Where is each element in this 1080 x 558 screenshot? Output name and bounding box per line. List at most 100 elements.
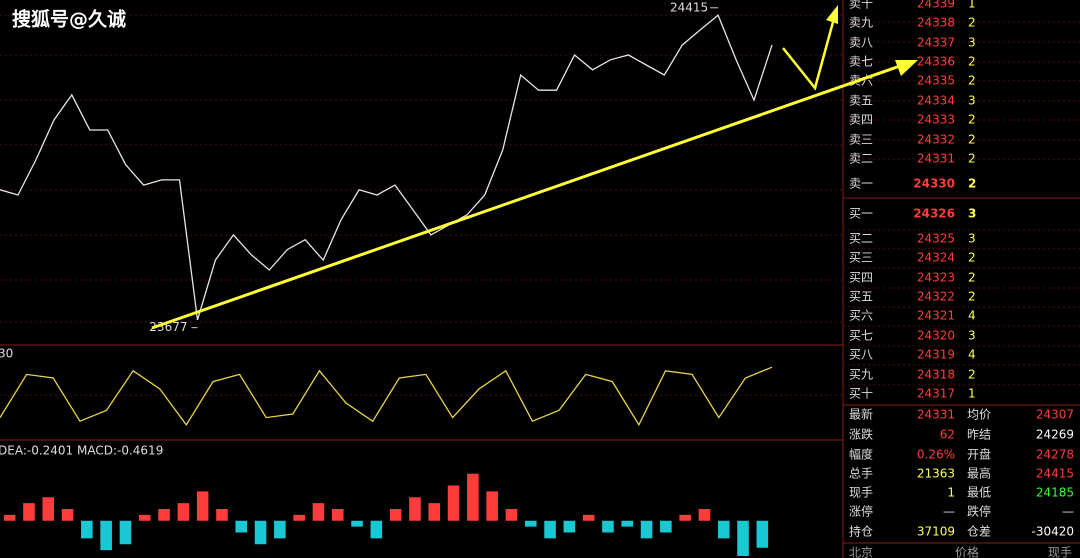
level-volume: 3	[968, 207, 976, 221]
level-label: 卖十	[849, 0, 873, 11]
quote-label: 总手	[849, 467, 873, 481]
footer-label: 价格	[955, 545, 979, 558]
quote-label: 幅度	[849, 447, 873, 462]
level-volume: 2	[968, 74, 976, 88]
quote-value: -30420	[1031, 525, 1074, 539]
level-price: 24321	[917, 309, 955, 323]
level-volume: 2	[968, 177, 976, 191]
level-label: 卖七	[849, 55, 873, 69]
macd-bar	[447, 485, 460, 521]
quote-value: 24307	[1036, 408, 1074, 422]
quote-value: 24331	[917, 408, 955, 422]
macd-bar	[717, 520, 730, 539]
footer-label: 现手	[1048, 546, 1072, 558]
level-label: 卖四	[849, 113, 873, 127]
level-volume: 2	[968, 290, 976, 304]
quote-value: 24185	[1036, 486, 1074, 500]
quote-table: 最新 24331 均价 24307 涨跌 62 昨结 24269 幅度 0.26% 开盘 24278 总…	[849, 407, 1074, 558]
level-price: 24317	[917, 387, 955, 401]
macd-bar	[524, 520, 537, 527]
quote-label: 现手	[849, 486, 873, 500]
quote-value: —	[943, 505, 955, 519]
quote-label: 最高	[967, 466, 991, 481]
macd-bar	[216, 509, 228, 521]
level-volume: 4	[968, 348, 976, 362]
level-label: 买五	[849, 290, 873, 304]
macd-bar	[602, 520, 614, 533]
level-label: 买八	[849, 348, 873, 362]
level-price: 24324	[917, 251, 955, 265]
level-volume: 1	[968, 387, 976, 401]
macd-bar	[582, 514, 595, 521]
macd-bar	[409, 497, 421, 521]
level-label: 买四	[849, 271, 873, 285]
quote-value: 24269	[1036, 428, 1074, 442]
level-price: 24334	[917, 94, 955, 108]
quote-value: 62	[940, 428, 955, 442]
level-label: 买三	[849, 251, 873, 265]
level-volume: 3	[968, 36, 976, 50]
quote-label: 仓差	[967, 525, 991, 539]
level-price: 24318	[917, 368, 955, 382]
level-label: 买十	[849, 387, 873, 401]
panel-label: 30	[0, 347, 13, 361]
quote-label: 均价	[967, 408, 991, 422]
level-label: 卖三	[849, 133, 873, 147]
level-volume: 1	[968, 0, 976, 11]
macd-bar	[119, 520, 132, 545]
level-price: 24336	[917, 55, 955, 69]
quote-label: 涨停	[849, 504, 873, 519]
macd-bar	[3, 514, 16, 521]
level-label: 买九	[849, 368, 873, 382]
level-label: 买一	[849, 207, 873, 221]
footer-label: 北京	[849, 546, 873, 558]
quote-label: 最新	[849, 407, 873, 422]
level-volume: 3	[968, 329, 976, 343]
extreme-label: 23677	[149, 320, 187, 334]
level-volume: 2	[968, 251, 976, 265]
level-label: 卖二	[849, 152, 873, 166]
level-volume: 2	[968, 16, 976, 30]
macd-bar	[254, 520, 267, 545]
quote-label: 昨结	[967, 428, 991, 442]
level-price: 24322	[917, 290, 955, 304]
macd-bar	[138, 514, 151, 521]
level-volume: 2	[968, 368, 976, 382]
macd-bar	[61, 509, 74, 521]
macd-bar	[621, 520, 634, 527]
quote-label: 持仓	[849, 524, 873, 539]
macd-bar	[274, 520, 286, 539]
level-volume: 3	[968, 94, 976, 108]
level-volume: 2	[968, 271, 976, 285]
level-price: 24338	[917, 16, 955, 30]
level-price: 24332	[917, 133, 955, 147]
level-price: 24319	[917, 348, 955, 362]
level-price: 24333	[917, 113, 955, 127]
macd-bar	[486, 491, 498, 521]
macd-bar	[756, 520, 769, 548]
level-volume: 3	[968, 232, 976, 246]
macd-bar	[737, 520, 749, 556]
macd-bar	[679, 514, 691, 521]
macd-bar	[351, 520, 363, 527]
macd-bar	[158, 509, 170, 521]
level-price: 24320	[917, 329, 955, 343]
level-label: 买六	[849, 309, 873, 323]
level-label: 买七	[849, 329, 873, 343]
level-price: 24325	[917, 232, 955, 246]
macd-bar	[544, 520, 556, 539]
level-price: 24331	[917, 152, 955, 166]
macd-bar	[100, 520, 112, 551]
level-price: 24326	[913, 207, 955, 221]
macd-bar	[331, 509, 344, 521]
quote-value: 0.26%	[917, 448, 955, 462]
macd-bar	[42, 497, 55, 521]
level-price: 24337	[917, 36, 955, 50]
level-label: 买二	[849, 232, 873, 246]
macd-bar	[428, 503, 441, 521]
level-price: 24330	[913, 177, 955, 191]
macd-bar	[293, 514, 305, 521]
macd-bar	[698, 509, 711, 521]
level-label: 卖五	[849, 94, 873, 108]
